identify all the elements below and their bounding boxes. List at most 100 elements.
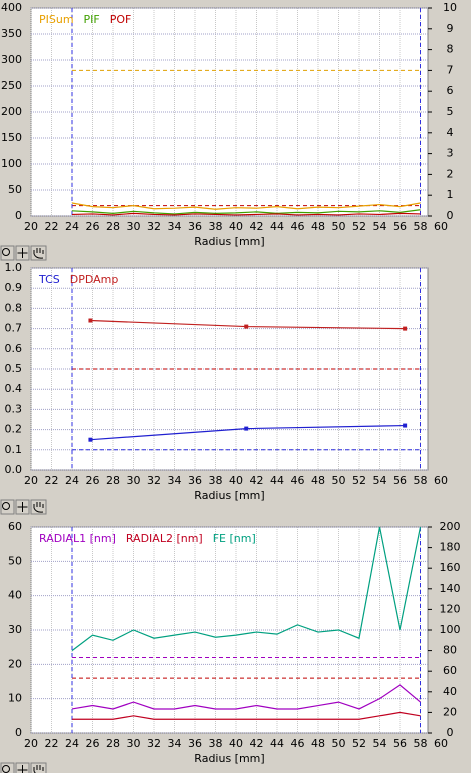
y-tick-label: 0.5 (5, 362, 23, 375)
y2-tick-label: 20 (443, 705, 457, 718)
point-marker (244, 324, 249, 329)
y-tick-label: 350 (1, 27, 22, 40)
x-tick-label: 32 (147, 220, 161, 233)
x-tick-label: 50 (332, 220, 346, 233)
toolbar-cross-icon (17, 765, 28, 773)
x-tick-label: 24 (65, 220, 79, 233)
x-tick-label: 24 (65, 737, 79, 750)
toolbar-zoom-button[interactable] (0, 245, 15, 261)
point-marker (403, 326, 408, 331)
x-tick-label: 44 (270, 474, 284, 487)
x-tick-label: 60 (434, 220, 448, 233)
toolbar-zoom-button[interactable] (0, 762, 15, 773)
x-tick-label: 34 (168, 474, 182, 487)
series-line (71, 212, 421, 216)
toolbar-pan-button[interactable] (30, 245, 47, 261)
x-tick-label: 40 (229, 474, 243, 487)
y-tick-label: 1.0 (5, 261, 23, 274)
x-tick-label: 38 (209, 220, 223, 233)
x-tick-label: 28 (106, 220, 120, 233)
x-tick-label: 34 (168, 737, 182, 750)
toolbar-zoom-icon (2, 502, 10, 510)
y-tick-label: 30 (8, 623, 22, 636)
point-marker (403, 423, 408, 428)
point-marker (88, 318, 93, 323)
y2-tick-label: 120 (440, 602, 461, 615)
y-tick-label: 0 (15, 726, 22, 739)
y2-tick-label: 0 (447, 726, 454, 739)
x-tick-label: 54 (373, 474, 387, 487)
toolbar-pan-icon (33, 248, 44, 259)
x-tick-label: 50 (332, 737, 346, 750)
x-tick-label: 46 (291, 737, 305, 750)
x-tick-label: 22 (45, 220, 59, 233)
x-tick-label: 30 (127, 220, 141, 233)
x-tick-label: 24 (65, 474, 79, 487)
y-tick-label: 150 (1, 131, 22, 144)
y-tick-label: 0.7 (5, 322, 23, 335)
y2-tick-label: 40 (443, 685, 457, 698)
y2-tick-label: 9 (447, 22, 454, 35)
x-tick-label: 26 (86, 737, 100, 750)
toolbar-pan-button[interactable] (30, 499, 47, 515)
x-tick-label: 30 (127, 474, 141, 487)
x-tick-label: 36 (188, 737, 202, 750)
x-tick-label: 42 (250, 474, 264, 487)
toolbar-zoom-icon (2, 248, 10, 256)
y2-tick-label: 0 (447, 209, 454, 222)
x-tick-label: 52 (352, 737, 366, 750)
y2-tick-label: 6 (447, 84, 454, 97)
legend-entry: RADIAL2 [nm] (126, 532, 203, 545)
toolbar-pan-icon (33, 765, 44, 773)
y-tick-label: 0.0 (5, 463, 23, 476)
y2-tick-label: 140 (440, 582, 461, 595)
y2-tick-label: 5 (447, 105, 454, 118)
toolbar-zoom-button[interactable] (0, 499, 15, 515)
x-tick-label: 46 (291, 220, 305, 233)
x-tick-label: 34 (168, 220, 182, 233)
legend-entry: RADIAL1 [nm] (39, 532, 116, 545)
x-tick-label: 48 (311, 737, 325, 750)
x-tick-label: 56 (393, 220, 407, 233)
y2-tick-label: 60 (443, 664, 457, 677)
x-tick-label: 28 (106, 737, 120, 750)
y-tick-label: 100 (1, 157, 22, 170)
y-tick-label: 0.9 (5, 281, 23, 294)
x-axis-label: Radius [mm] (194, 235, 264, 248)
legend-entry: TCS (38, 273, 60, 286)
y-tick-label: 60 (8, 520, 22, 533)
legend-entry: PISum (39, 13, 74, 26)
series-line (72, 711, 421, 720)
x-tick-label: 42 (250, 220, 264, 233)
x-tick-label: 44 (270, 737, 284, 750)
x-axis-label: Radius [mm] (194, 489, 264, 502)
x-tick-label: 40 (229, 737, 243, 750)
x-tick-label: 38 (209, 474, 223, 487)
x-tick-label: 54 (373, 220, 387, 233)
toolbar-pan-icon (33, 502, 44, 513)
x-tick-label: 56 (393, 737, 407, 750)
x-tick-label: 56 (393, 474, 407, 487)
series-line (71, 684, 421, 710)
toolbar-pan-button[interactable] (30, 762, 47, 773)
toolbar-cross-icon (17, 502, 28, 512)
x-tick-label: 58 (414, 737, 428, 750)
y-tick-label: 300 (1, 53, 22, 66)
legend-entry: POF (110, 13, 132, 26)
x-tick-label: 28 (106, 474, 120, 487)
y2-tick-label: 7 (447, 63, 454, 76)
y-tick-label: 0.8 (5, 301, 23, 314)
x-tick-label: 54 (373, 737, 387, 750)
x-tick-label: 20 (24, 220, 38, 233)
y2-tick-label: 100 (440, 623, 461, 636)
series-line (71, 526, 422, 652)
y2-tick-label: 80 (443, 644, 457, 657)
y-tick-label: 40 (8, 589, 22, 602)
series-line (71, 209, 421, 215)
x-tick-label: 36 (188, 220, 202, 233)
x-tick-label: 20 (24, 474, 38, 487)
x-tick-label: 32 (147, 474, 161, 487)
x-tick-label: 48 (311, 474, 325, 487)
x-tick-label: 60 (434, 737, 448, 750)
x-tick-label: 58 (414, 220, 428, 233)
